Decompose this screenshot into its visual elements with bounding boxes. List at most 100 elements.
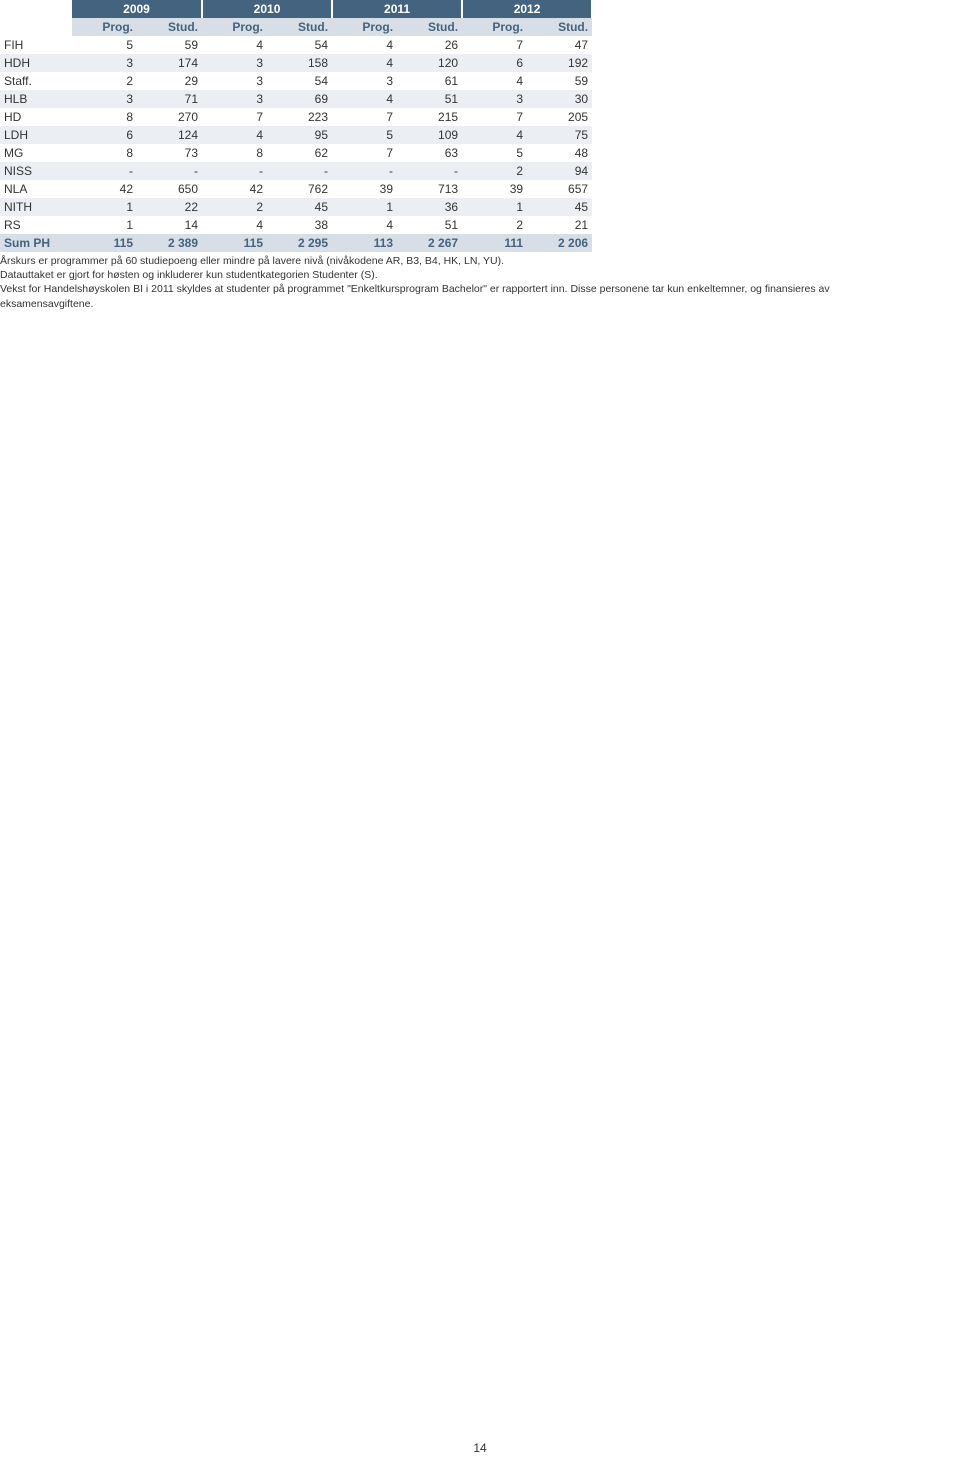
year-header: 2010 [202,0,332,18]
row-label: LDH [0,126,72,144]
cell: 54 [267,72,332,90]
header-blank [0,0,72,18]
table-row: HLB371369451330 [0,90,592,108]
cell: - [137,162,202,180]
table-header-years: 2009 2010 2011 2012 [0,0,592,18]
cell: 7 [202,108,267,126]
cell: 29 [137,72,202,90]
cell: 1 [72,198,137,216]
table-body: FIH559454426747HDH3174315841206192Staff.… [0,36,592,252]
cell: 2 [202,198,267,216]
cell: 5 [72,36,137,54]
cell: 4 [202,126,267,144]
cell: 3 [332,72,397,90]
cell: 3 [202,54,267,72]
sum-cell: 2 206 [527,234,592,252]
year-header: 2009 [72,0,202,18]
cell: 4 [202,216,267,234]
cell: 39 [462,180,527,198]
row-label: HD [0,108,72,126]
cell: 120 [397,54,462,72]
cell: 2 [72,72,137,90]
cell: 59 [527,72,592,90]
cell: 75 [527,126,592,144]
row-label: NISS [0,162,72,180]
cell: - [267,162,332,180]
cell: 762 [267,180,332,198]
table-row: MG873862763548 [0,144,592,162]
cell: 4 [332,54,397,72]
cell: 4 [462,72,527,90]
footnote-line: Vekst for Handelshøyskolen BI i 2011 sky… [0,282,880,310]
cell: - [72,162,137,180]
sum-cell: 115 [202,234,267,252]
sum-label: Sum PH [0,234,72,252]
sum-row: Sum PH1152 3891152 2951132 2671112 206 [0,234,592,252]
cell: 30 [527,90,592,108]
cell: 7 [462,108,527,126]
cell: 62 [267,144,332,162]
cell: 158 [267,54,332,72]
page-number: 14 [0,1441,960,1455]
row-label: HLB [0,90,72,108]
cell: 59 [137,36,202,54]
cell: 3 [202,72,267,90]
cell: 5 [462,144,527,162]
table-row: NLA42650427623971339657 [0,180,592,198]
table-row: Staff.229354361459 [0,72,592,90]
cell: 650 [137,180,202,198]
cell: 192 [527,54,592,72]
cell: 95 [267,126,332,144]
data-table: 2009 2010 2011 2012 Prog. Stud. Prog. St… [0,0,593,252]
sub-header: Prog. [202,18,267,36]
cell: 22 [137,198,202,216]
cell: 657 [527,180,592,198]
footnote-line: Datauttaket er gjort for høsten og inklu… [0,268,880,282]
sum-cell: 113 [332,234,397,252]
page: 2009 2010 2011 2012 Prog. Stud. Prog. St… [0,0,960,1483]
cell: 2 [462,216,527,234]
cell: 3 [202,90,267,108]
cell: 69 [267,90,332,108]
sum-cell: 2 295 [267,234,332,252]
cell: 14 [137,216,202,234]
row-label: NLA [0,180,72,198]
cell: 45 [267,198,332,216]
cell: 6 [72,126,137,144]
cell: 3 [72,90,137,108]
cell: 42 [202,180,267,198]
cell: 47 [527,36,592,54]
cell: 174 [137,54,202,72]
table-row: HDH3174315841206192 [0,54,592,72]
cell: 109 [397,126,462,144]
cell: 215 [397,108,462,126]
cell: 5 [332,126,397,144]
cell: 6 [462,54,527,72]
cell: 1 [332,198,397,216]
year-header: 2011 [332,0,462,18]
cell: 42 [72,180,137,198]
year-header: 2012 [462,0,592,18]
cell: 63 [397,144,462,162]
cell: 7 [332,144,397,162]
cell: 61 [397,72,462,90]
cell: - [397,162,462,180]
row-label: RS [0,216,72,234]
cell: 7 [332,108,397,126]
sub-header: Stud. [397,18,462,36]
cell: 1 [462,198,527,216]
cell: 1 [72,216,137,234]
cell: 8 [202,144,267,162]
row-label: MG [0,144,72,162]
cell: 51 [397,216,462,234]
row-label: Staff. [0,72,72,90]
cell: 36 [397,198,462,216]
cell: 3 [72,54,137,72]
cell: 223 [267,108,332,126]
cell: 8 [72,144,137,162]
row-label: NITH [0,198,72,216]
cell: 4 [332,36,397,54]
cell: 4 [332,216,397,234]
cell: 73 [137,144,202,162]
cell: 94 [527,162,592,180]
